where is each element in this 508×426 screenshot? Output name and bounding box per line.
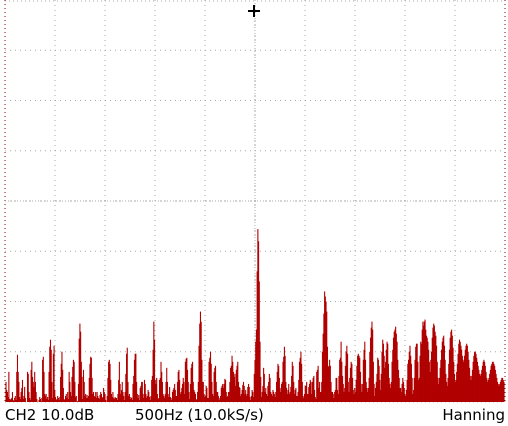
fft-window-label: Hanning [442, 405, 505, 425]
trigger-position-cross-icon [248, 5, 260, 17]
span-sample-rate-label: 500Hz (10.0kS/s) [135, 405, 264, 425]
channel-scale-label: CH2 10.0dB [5, 405, 94, 425]
